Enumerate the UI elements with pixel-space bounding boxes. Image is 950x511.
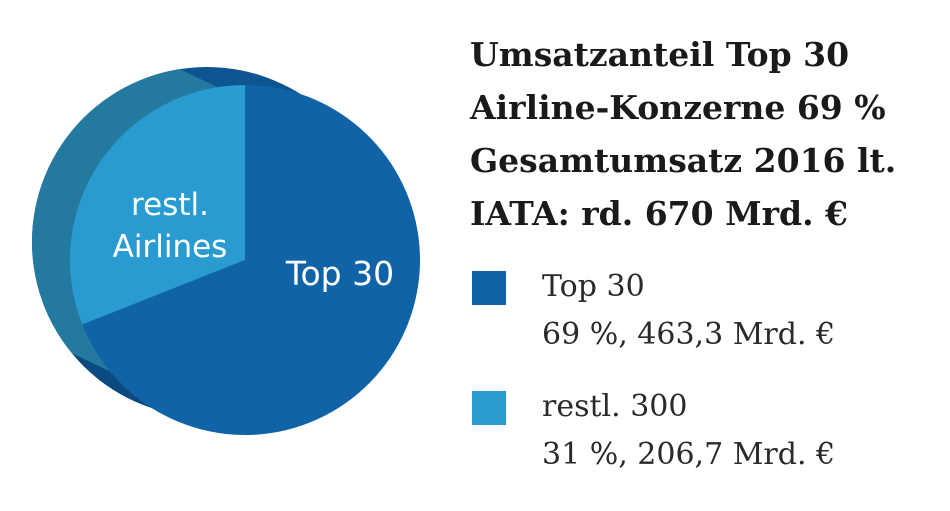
slice-label-rest: restl. Airlines — [113, 187, 228, 265]
legend-swatch-top30 — [472, 271, 506, 305]
title-line-3: Gesamtumsatz 2016 lt. — [470, 141, 897, 180]
slice-label-line: Airlines — [113, 229, 228, 265]
slice-label-line: Top 30 — [285, 254, 394, 293]
legend-swatch-rest — [472, 391, 506, 425]
title-line-2: Airline-Konzerne 69 % — [470, 88, 886, 127]
legend-label-top30: Top 30 — [542, 269, 645, 304]
slice-label-line: restl. — [131, 187, 209, 223]
pie-slice-top30 — [82, 85, 420, 436]
legend-value-rest: 31 %, 206,7 Mrd. € — [542, 437, 836, 472]
title-line-4: IATA: rd. 670 Mrd. € — [470, 194, 849, 233]
title-line-1: Umsatzanteil Top 30 — [470, 35, 850, 74]
legend-text-rest: restl. 300 31 %, 206,7 Mrd. € — [542, 383, 835, 479]
chart-title: Umsatzanteil Top 30 Airline-Konzerne 69 … — [470, 28, 940, 240]
legend-label-rest: restl. 300 — [542, 389, 688, 424]
pie-layer: Top 30 restl. Airlines — [31, 67, 420, 436]
pie-slice-rest — [69, 85, 245, 325]
legend-value-top30: 69 %, 463,3 Mrd. € — [542, 317, 836, 352]
legend-text-top30: Top 30 69 %, 463,3 Mrd. € — [542, 263, 835, 359]
slice-label-top30: Top 30 — [285, 254, 394, 293]
